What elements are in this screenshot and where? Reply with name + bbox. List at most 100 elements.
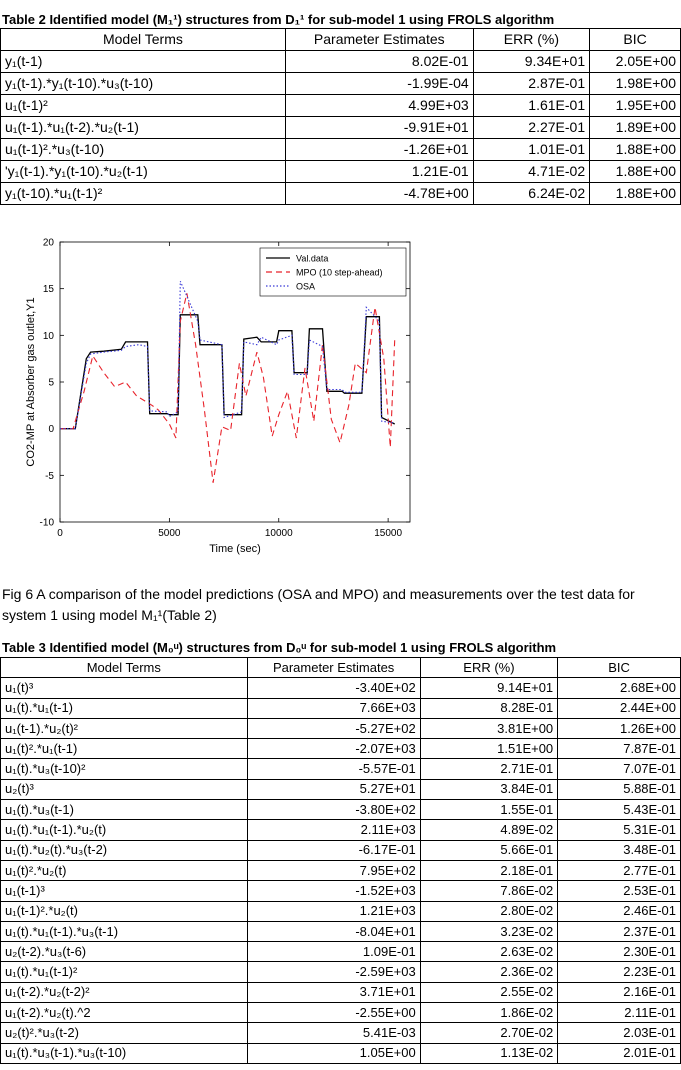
- bic-cell: 2.23E-01: [557, 961, 681, 983]
- err-cell: 1.01E-01: [472, 138, 591, 161]
- err-cell: 2.18E-01: [419, 859, 559, 882]
- table2: Model Terms Parameter Estimates ERR (%) …: [0, 28, 681, 205]
- bic-cell: 1.88E+00: [589, 138, 681, 161]
- parameter-estimate-cell: -1.52E+03: [246, 880, 421, 902]
- legend-box: [259, 247, 407, 297]
- table3-row: u₁(t)³ -3.40E+02 9.14E+01 2.68E+00: [0, 677, 681, 699]
- bic-cell: 2.68E+00: [557, 677, 681, 699]
- model-term-cell: u₂(t-2).*u₃(t-6): [0, 941, 248, 963]
- table2-header-cell: Model Terms: [0, 28, 286, 51]
- legend-label: Val.data: [296, 254, 328, 264]
- parameter-estimate-cell: 1.21E-01: [284, 160, 474, 183]
- parameter-estimate-cell: 7.66E+03: [246, 697, 421, 719]
- err-cell: 3.23E-02: [419, 920, 559, 943]
- err-cell: 7.86E-02: [419, 880, 559, 902]
- parameter-estimate-cell: -5.57E-01: [246, 758, 421, 780]
- model-term-cell: 'y₁(t-1).*y₁(t-10).*u₂(t-1): [0, 160, 286, 183]
- model-term-cell: u₁(t).*u₃(t-1): [0, 799, 248, 821]
- model-term-cell: u₁(t)².*u₂(t): [0, 859, 248, 882]
- err-cell: 1.51E+00: [419, 738, 559, 760]
- bic-cell: 2.53E-01: [557, 880, 681, 902]
- table3-row: u₁(t-2).*u₂(t-2)² 3.71E+01 2.55E-02 2.16E-0…: [0, 981, 681, 1004]
- table2-row: y₁(t-1) 8.02E-01 9.34E+01 2.05E+00: [0, 50, 681, 73]
- table3-row: u₂(t)².*u₃(t-2) 5.41E-03 2.70E-02 2.03E-01: [0, 1022, 681, 1044]
- parameter-estimate-cell: -1.99E-04: [284, 72, 474, 95]
- model-term-cell: y₁(t-1).*y₁(t-10).*u₃(t-10): [0, 72, 286, 95]
- err-cell: 2.80E-02: [419, 900, 559, 922]
- table2-header-cell: Parameter Estimates: [284, 28, 474, 51]
- model-term-cell: u₁(t-1)².*u₃(t-10): [0, 138, 286, 161]
- table3-row: u₁(t)².*u₂(t) 7.95E+02 2.18E-01 2.77E-01: [0, 859, 681, 882]
- bic-cell: 2.77E-01: [557, 859, 681, 882]
- bic-cell: 2.01E-01: [557, 1042, 681, 1064]
- bic-cell: 7.07E-01: [557, 758, 681, 780]
- model-term-cell: u₁(t-1).*u₁(t-2).*u₂(t-1): [0, 116, 286, 139]
- model-term-cell: u₁(t).*u₃(t-1).*u₃(t-10): [0, 1042, 248, 1064]
- err-cell: 2.70E-02: [419, 1022, 559, 1044]
- table3-header-row: Model Terms Parameter Estimates ERR (%) …: [0, 656, 681, 679]
- parameter-estimate-cell: -9.91E+01: [284, 116, 474, 139]
- table3-header-cell: Parameter Estimates: [246, 656, 421, 679]
- parameter-estimate-cell: -2.59E+03: [246, 961, 421, 983]
- err-cell: 8.28E-01: [419, 697, 559, 719]
- y-tick-label: 20: [43, 238, 55, 249]
- err-cell: 2.36E-02: [419, 961, 559, 983]
- model-term-cell: u₁(t-2).*u₂(t).^2: [0, 1002, 248, 1024]
- bic-cell: 2.16E-01: [557, 981, 681, 1004]
- figure-caption: Fig 6 A comparison of the model predicti…: [2, 586, 635, 623]
- parameter-estimate-cell: 1.21E+03: [246, 900, 421, 922]
- bic-cell: 1.89E+00: [589, 116, 681, 139]
- table3-row: u₁(t).*u₂(t).*u₃(t-2) -6.17E-01 5.66E-01 3.…: [0, 839, 681, 861]
- y-tick-label: -10: [40, 518, 55, 529]
- table2-row: u₁(t-1).*u₁(t-2).*u₂(t-1) -9.91E+01 2.27E-…: [0, 116, 681, 139]
- prediction-comparison-chart: 0 5000 10000 15000 -10 -5 0 5 10 15 20 Time (sec) CO…: [25, 238, 411, 555]
- table3-row: u₁(t-1)².*u₂(t) 1.21E+03 2.80E-02 2.46E-01: [0, 900, 681, 922]
- table3-row: u₁(t).*u₁(t-1).*u₃(t-1) -8.04E+01 3.23E-02…: [0, 920, 681, 943]
- model-term-cell: u₁(t-1)³: [0, 880, 248, 902]
- parameter-estimate-cell: -3.80E+02: [246, 799, 421, 821]
- table3-row: u₂(t)³ 5.27E+01 3.84E-01 5.88E-01: [0, 778, 681, 801]
- series-line-solid: [60, 314, 395, 430]
- parameter-estimate-cell: 1.09E-01: [246, 941, 421, 963]
- x-axis-label: Time (sec): [209, 543, 261, 555]
- err-cell: 4.71E-02: [472, 160, 591, 183]
- table3-row: u₂(t-2).*u₃(t-6) 1.09E-01 2.63E-02 2.30E-01: [0, 941, 681, 963]
- err-cell: 2.27E-01: [472, 116, 591, 139]
- table3-row: u₁(t).*u₁(t-1) 7.66E+03 8.28E-01 2.44E+00: [0, 697, 681, 719]
- y-tick-label: 5: [48, 378, 54, 389]
- bic-cell: 2.30E-01: [557, 941, 681, 963]
- bic-cell: 5.43E-01: [557, 799, 681, 821]
- model-term-cell: y₁(t-10).*u₁(t-1)²: [0, 182, 286, 205]
- parameter-estimate-cell: 5.27E+01: [246, 778, 421, 801]
- bic-cell: 2.05E+00: [589, 50, 681, 73]
- model-term-cell: u₁(t).*u₁(t-1)²: [0, 961, 248, 983]
- table2-header-cell: ERR (%): [472, 28, 591, 51]
- x-tick-label: 5000: [158, 528, 181, 539]
- table3-row: u₁(t).*u₃(t-10)² -5.57E-01 2.71E-01 7.07E-0…: [0, 758, 681, 780]
- table3-row: u₁(t-1).*u₂(t)² -5.27E+02 3.81E+00 1.26E+00: [0, 717, 681, 740]
- bic-cell: 5.88E-01: [557, 778, 681, 801]
- model-term-cell: u₁(t).*u₁(t-1).*u₂(t): [0, 819, 248, 841]
- y-tick-label: -5: [45, 471, 54, 482]
- parameter-estimate-cell: -4.78E+00: [284, 182, 474, 205]
- bic-cell: 7.87E-01: [557, 738, 681, 760]
- parameter-estimate-cell: 4.99E+03: [284, 94, 474, 117]
- bic-cell: 1.95E+00: [589, 94, 681, 117]
- y-tick-label: 10: [43, 331, 55, 342]
- err-cell: 1.86E-02: [419, 1002, 559, 1024]
- model-term-cell: u₁(t).*u₃(t-10)²: [0, 758, 248, 780]
- table2-row: u₁(t-1)² 4.99E+03 1.61E-01 1.95E+00: [0, 94, 681, 117]
- model-term-cell: u₁(t).*u₂(t).*u₃(t-2): [0, 839, 248, 861]
- parameter-estimate-cell: 1.05E+00: [246, 1042, 421, 1064]
- err-cell: 2.87E-01: [472, 72, 591, 95]
- model-term-cell: u₁(t).*u₁(t-1): [0, 697, 248, 719]
- err-cell: 5.66E-01: [419, 839, 559, 861]
- bic-cell: 1.88E+00: [589, 160, 681, 183]
- err-cell: 3.81E+00: [419, 717, 559, 740]
- y-tick-label: 15: [43, 284, 55, 295]
- err-cell: 2.55E-02: [419, 981, 559, 1004]
- parameter-estimate-cell: 8.02E-01: [284, 50, 474, 73]
- model-term-cell: u₁(t)².*u₁(t-1): [0, 738, 248, 760]
- bic-cell: 1.26E+00: [557, 717, 681, 740]
- x-tick-label: 15000: [374, 528, 402, 539]
